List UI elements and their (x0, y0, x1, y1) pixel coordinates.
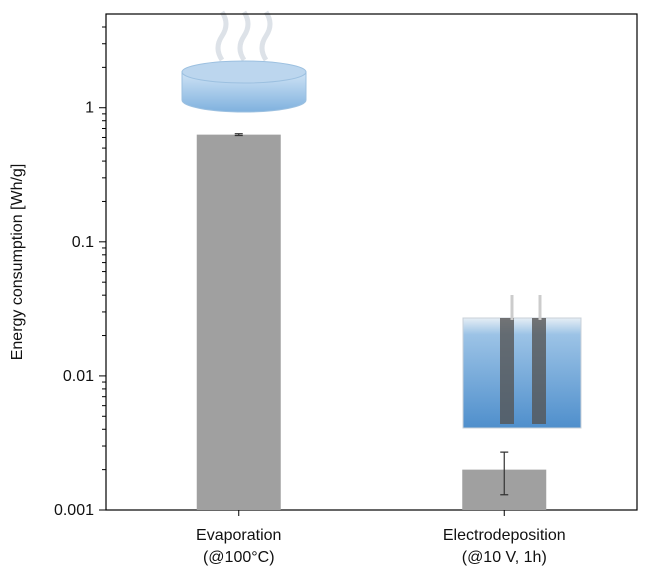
y-tick-label: 0.001 (54, 502, 94, 519)
y-tick-label: 0.01 (63, 368, 94, 385)
dish-illustration (182, 12, 306, 112)
chart: Energy consumption [Wh/g] 0.001 0.01 0.1 1 E… (0, 0, 649, 568)
y-tick-label: 0.1 (72, 234, 94, 251)
y-axis-label: Energy consumption [Wh/g] (9, 164, 26, 361)
x-tick-label: Evaporation(@100°C) (196, 527, 281, 566)
y-tick-label: 1 (85, 100, 94, 117)
bar (197, 135, 281, 510)
x-tick-label: Electrodeposition(@10 V, 1h) (443, 527, 566, 566)
cell-illustration (463, 295, 581, 428)
